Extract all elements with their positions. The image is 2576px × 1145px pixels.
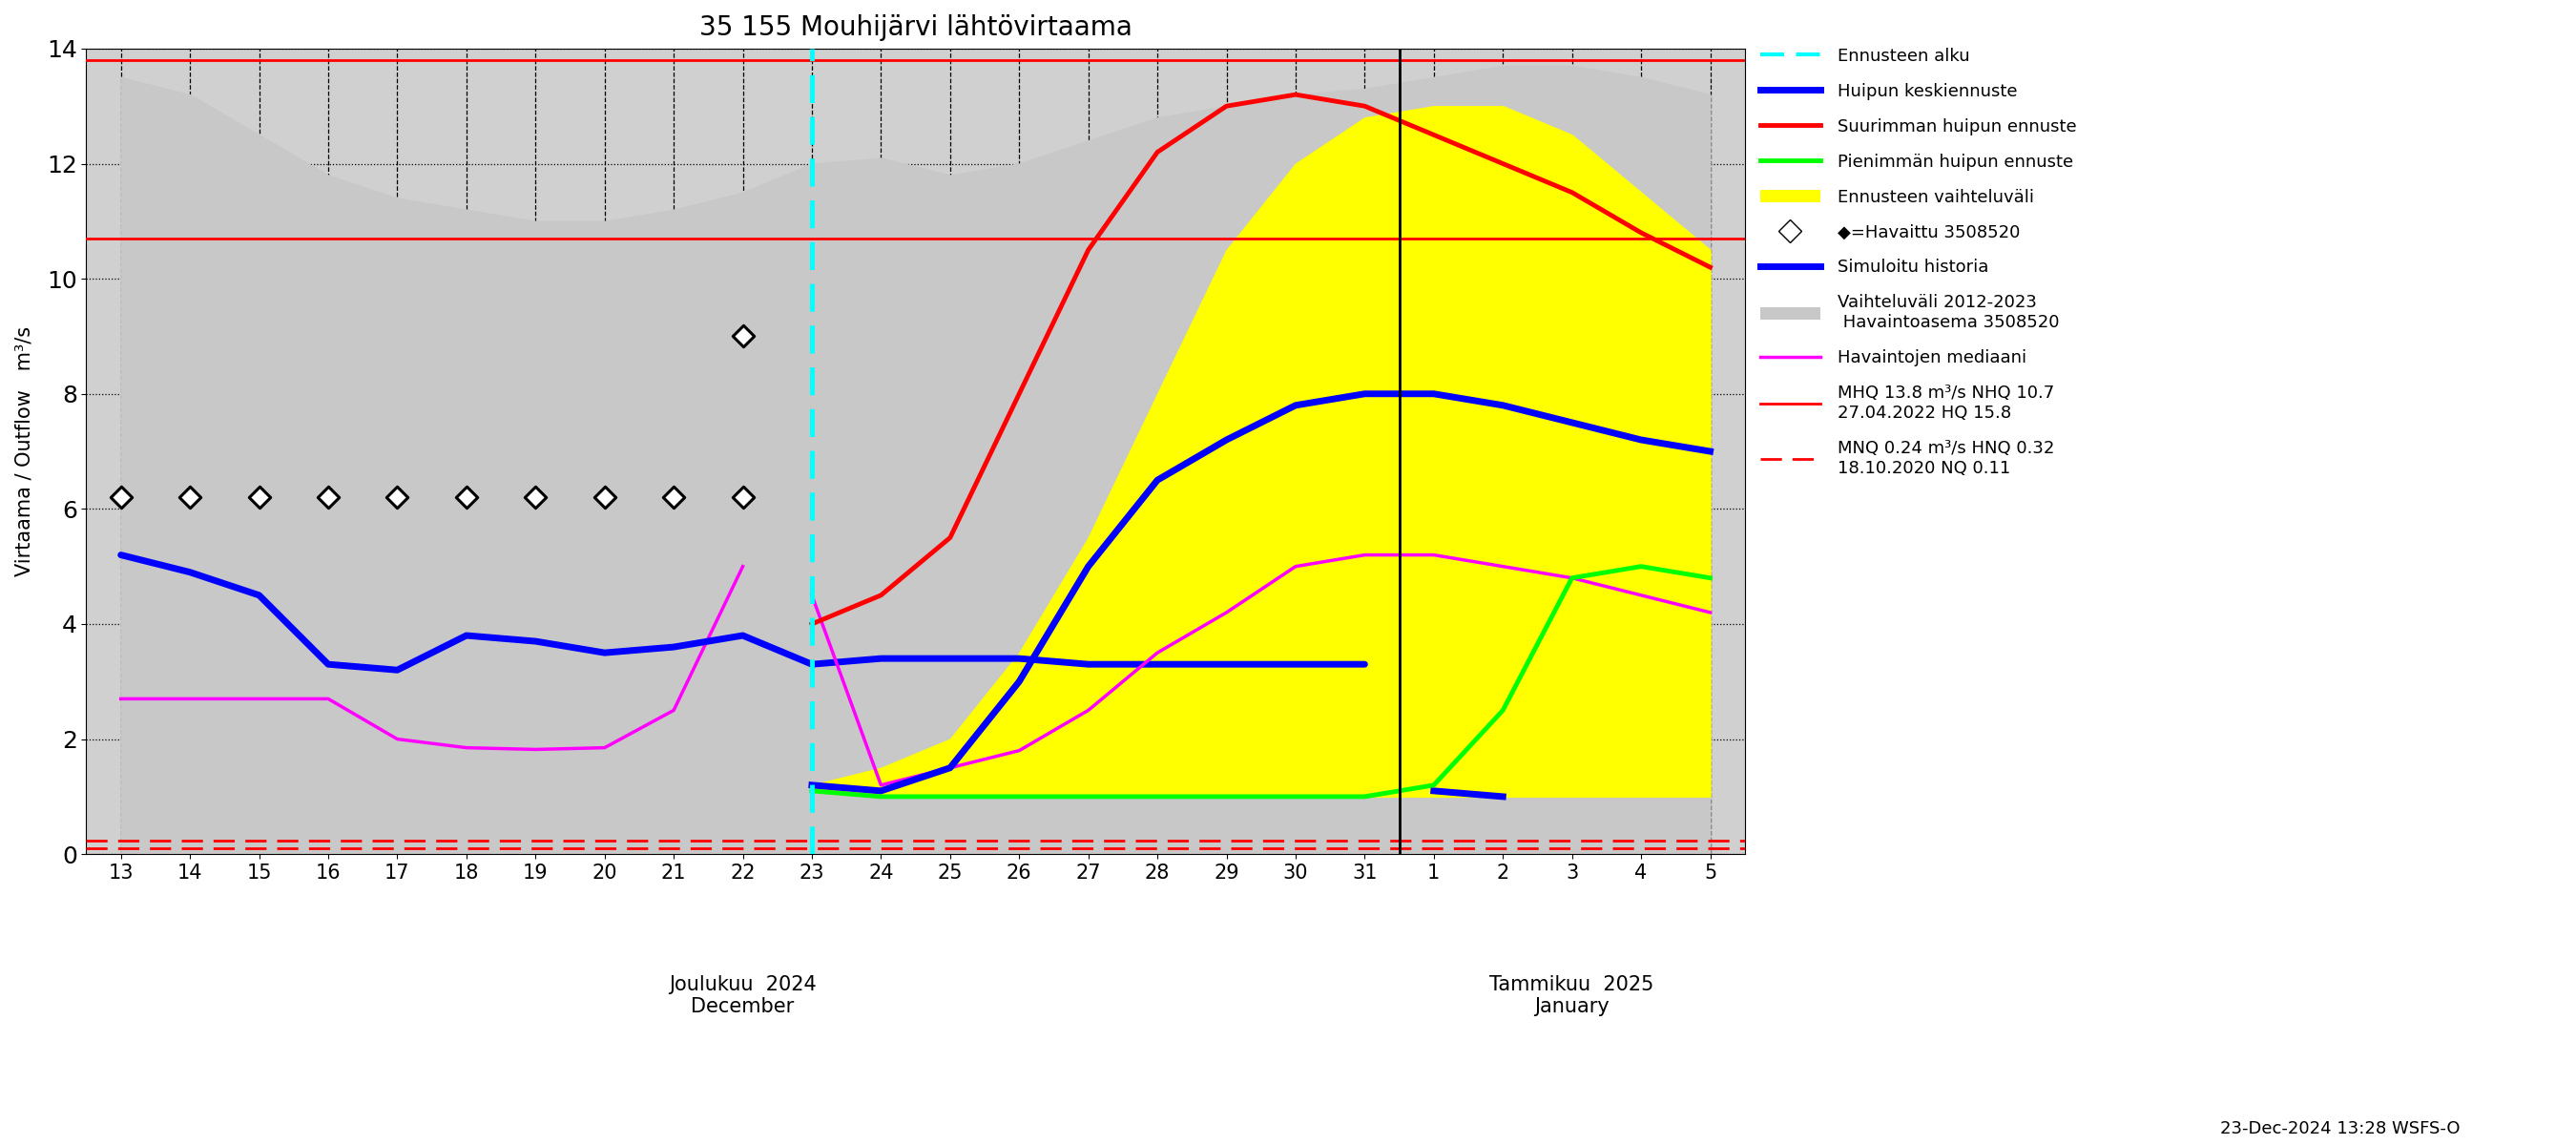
Point (307, 488, 348, 506)
Point (721, 488, 762, 506)
Text: Joulukuu  2024
December: Joulukuu 2024 December (670, 976, 817, 1017)
Point (446, 488, 487, 506)
Point (100, 488, 142, 506)
Point (654, 488, 696, 506)
Point (585, 488, 626, 506)
Title: 35 155 Mouhijärvi lähtövirtaama: 35 155 Mouhijärvi lähtövirtaama (698, 14, 1131, 41)
Point (170, 488, 211, 506)
Point (721, 327, 762, 346)
Text: 23-Dec-2024 13:28 WSFS-O: 23-Dec-2024 13:28 WSFS-O (2221, 1120, 2460, 1137)
Point (240, 488, 281, 506)
Legend: Ennusteen alku, Huipun keskiennuste, Suurimman huipun ennuste, Pienimmän huipun : Ennusteen alku, Huipun keskiennuste, Suu… (1754, 40, 2084, 483)
Point (515, 488, 556, 506)
Y-axis label: Virtaama / Outflow   m³/s: Virtaama / Outflow m³/s (15, 326, 33, 576)
Text: Tammikuu  2025
January: Tammikuu 2025 January (1489, 976, 1654, 1017)
Point (376, 488, 417, 506)
